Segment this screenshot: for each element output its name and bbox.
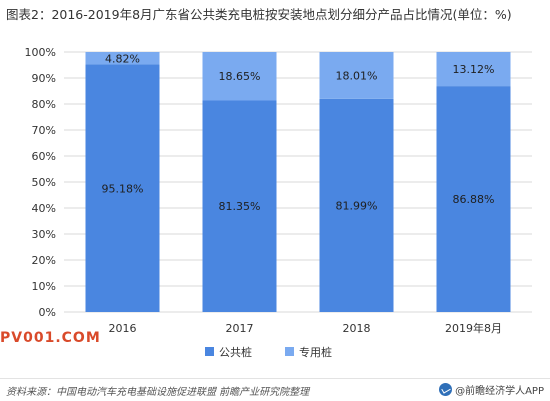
legend-swatch xyxy=(285,347,294,356)
y-tick-label: 10% xyxy=(32,280,56,293)
bar-segment xyxy=(319,98,394,313)
bar-segment xyxy=(85,52,160,65)
legend-label: 专用桩 xyxy=(299,345,332,359)
y-tick-label: 90% xyxy=(32,72,56,85)
y-tick-label: 60% xyxy=(32,150,56,163)
x-tick-label: 2019年8月 xyxy=(445,321,502,335)
bar-segment xyxy=(202,100,277,313)
data-label: 81.99% xyxy=(336,199,378,212)
data-label: 95.18% xyxy=(102,182,144,195)
y-tick-label: 30% xyxy=(32,228,56,241)
x-tick-label: 2017 xyxy=(226,322,254,335)
chart-title: 图表2：2016-2019年8月广东省公共类充电桩按安装地点划分细分产品占比情况… xyxy=(6,7,512,22)
footer: 资料来源：中国电动汽车充电基础设施促进联盟 前瞻产业研究院整理 @前瞻经济学人A… xyxy=(0,378,550,401)
y-tick-label: 40% xyxy=(32,202,56,215)
x-tick-label: 2018 xyxy=(343,322,371,335)
bar-segment xyxy=(436,52,511,87)
data-label: 18.01% xyxy=(336,69,378,82)
y-tick-label: 70% xyxy=(32,124,56,137)
source-note: 资料来源：中国电动汽车充电基础设施促进联盟 前瞻产业研究院整理 xyxy=(6,387,310,398)
y-tick-label: 80% xyxy=(32,98,56,111)
legend-label: 公共桩 xyxy=(219,345,252,359)
bar-segment xyxy=(319,52,394,99)
bar-segment xyxy=(436,86,511,312)
data-label: 81.35% xyxy=(219,200,261,213)
brand-logo-icon xyxy=(439,383,453,396)
data-label: 86.88% xyxy=(453,193,495,206)
y-tick-label: 0% xyxy=(39,306,56,319)
data-label: 18.65% xyxy=(219,70,261,83)
data-label: 13.12% xyxy=(453,63,495,76)
data-label: 4.82% xyxy=(105,52,140,65)
legend-swatch xyxy=(205,347,214,356)
watermark-text: PV001.COM xyxy=(0,330,101,346)
y-tick-label: 100% xyxy=(25,46,56,59)
bar-segment xyxy=(202,52,277,101)
brand: @前瞻经济学人APP xyxy=(439,382,544,397)
x-tick-label: 2016 xyxy=(109,322,137,335)
bar-segment xyxy=(85,64,160,312)
brand-label: @前瞻经济学人APP xyxy=(455,386,544,397)
y-tick-label: 50% xyxy=(32,176,56,189)
y-tick-label: 20% xyxy=(32,254,56,267)
